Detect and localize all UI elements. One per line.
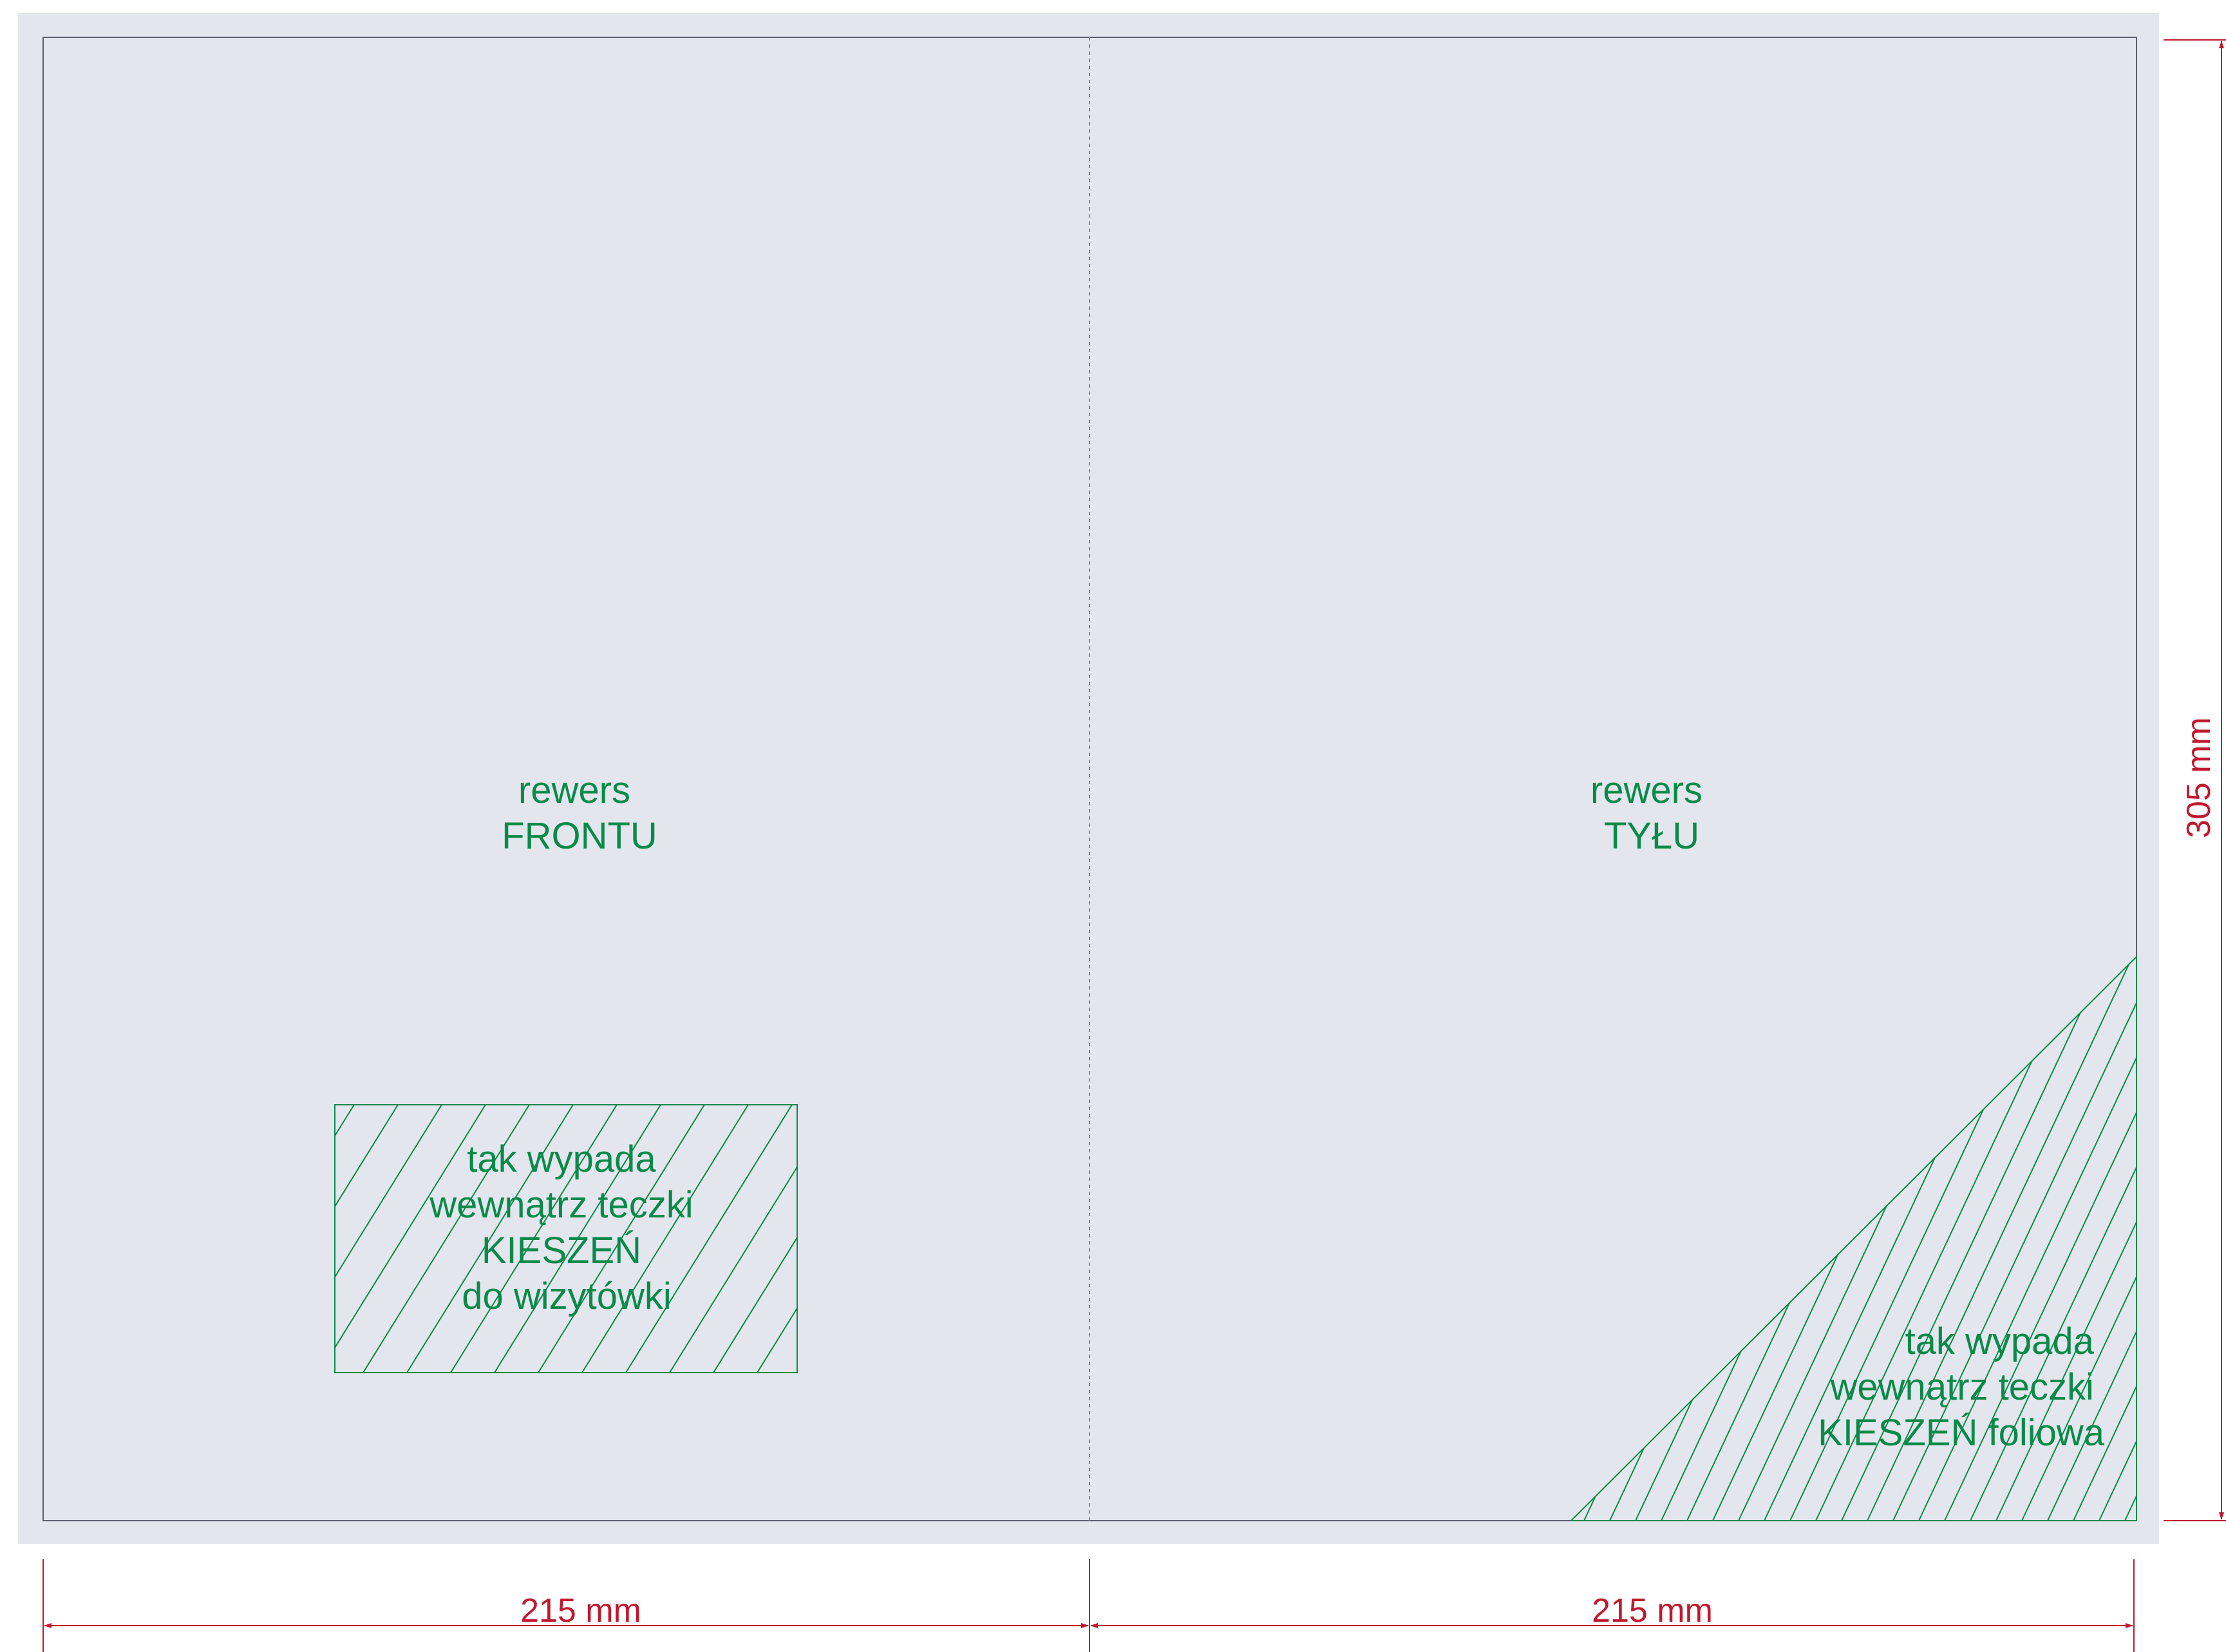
height-label: 305 mm: [2180, 717, 2218, 838]
width-dimensions: [42, 1559, 2135, 1652]
height-dimension: [2164, 39, 2226, 1521]
hatch-line: [450, 1105, 618, 1373]
hatch-line: [1944, 957, 2136, 1521]
hatch-line: [757, 1307, 797, 1373]
right-panel-label: rewers TYŁU: [1590, 769, 1713, 857]
hatch-line: [1918, 957, 2136, 1521]
hatch-line: [1867, 957, 2133, 1521]
hatch-line: [494, 1105, 661, 1373]
hatch-line: [713, 1236, 797, 1373]
hatch-line: [669, 1165, 797, 1373]
hatch-line: [625, 1105, 793, 1373]
hatch-line: [538, 1105, 705, 1373]
hatch-line: [1892, 957, 2136, 1521]
left-panel-label: rewers FRONTU: [502, 769, 657, 857]
hatch-line: [335, 1105, 486, 1349]
hatch-line: [1970, 957, 2136, 1521]
hatch-line: [1841, 957, 2108, 1521]
hatch-line: [335, 1105, 442, 1279]
bleed-area: [18, 13, 2159, 1544]
hatch-line: [335, 1105, 399, 1208]
hatch-line: [581, 1105, 749, 1373]
business-card-pocket: tak wypada wewnątrz teczki KIESZEŃ do wi…: [334, 1104, 798, 1373]
hatch-line: [2073, 957, 2136, 1521]
hatch-line: [2021, 957, 2136, 1521]
hatch-line: [406, 1105, 574, 1373]
foil-pocket-label: tak wypada wewnątrz teczki KIESZEŃ folio…: [1818, 1320, 2105, 1454]
hatch-line: [2047, 957, 2136, 1521]
left-width-label: 215 mm: [520, 1592, 641, 1629]
right-width-label: 215 mm: [1592, 1592, 1713, 1629]
hatch-line: [363, 1105, 530, 1373]
business-card-pocket-label: tak wypada wewnątrz teczki KIESZEŃ do wi…: [429, 1138, 703, 1317]
hatch-line: [1995, 957, 2136, 1521]
